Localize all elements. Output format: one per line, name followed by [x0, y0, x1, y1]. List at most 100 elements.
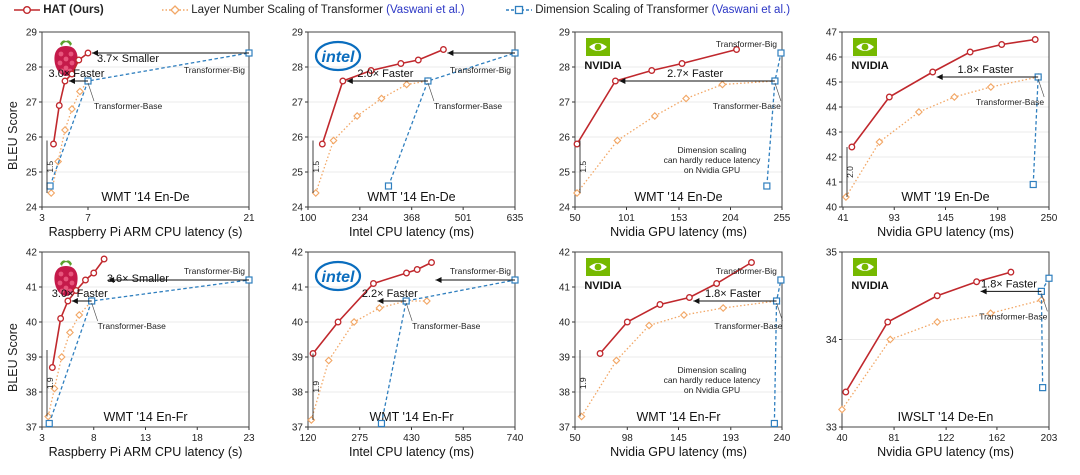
plot-frame [307, 251, 516, 428]
x-tick-label: 162 [989, 433, 1006, 444]
layer-point [375, 304, 384, 312]
layer-point [57, 353, 66, 361]
layer-point [838, 405, 846, 414]
raspberry-seed [63, 276, 69, 282]
hat-point [748, 259, 755, 266]
y-tick-label: 35 [826, 248, 838, 259]
label-leader [87, 82, 95, 102]
hat-point [61, 77, 69, 85]
nvidia-pupil [594, 263, 602, 271]
series-line-square [766, 52, 782, 187]
gain-label: 2.0 [845, 166, 855, 178]
layer-point [402, 80, 411, 89]
layer-point [573, 189, 581, 197]
layer-point [422, 297, 431, 305]
raspberry-seed [58, 271, 64, 277]
hat-point [884, 318, 892, 326]
layer-point [377, 94, 386, 103]
y-tick-label: 41 [292, 283, 304, 294]
chart-title: WMT '14 En-De [367, 190, 455, 204]
y-tick-label: 41 [26, 283, 38, 294]
transformer-big-label: Transformer-Big [716, 39, 777, 49]
arrow-head [435, 277, 442, 283]
raspberry-seed [57, 60, 63, 66]
y-tick-label: 46 [826, 53, 838, 64]
series-line-diamond [841, 299, 1042, 410]
plot-frame [307, 31, 516, 208]
hat-point [367, 67, 375, 74]
label-leader [405, 302, 413, 322]
x-tick-label: 41 [837, 213, 849, 224]
nvidia-wordmark: NVIDIA [584, 280, 621, 292]
nvidia-wordmark: NVIDIA [584, 60, 621, 72]
y-tick-label: 42 [292, 248, 304, 259]
speedup-label: 2.2× Faster [362, 288, 418, 300]
gpu-note-line: Dimension scaling [678, 145, 747, 155]
hat-point [648, 67, 656, 74]
nvidia-pupil [861, 263, 869, 271]
y-tick-label: 40 [559, 318, 571, 329]
layer-point [682, 94, 691, 103]
y-tick-label: 39 [292, 353, 304, 364]
nvidia-wordmark: NVIDIA [851, 280, 888, 292]
x-axis-label: Raspberry Pi ARM CPU latency (s) [49, 445, 243, 459]
x-tick-label: 153 [671, 213, 688, 224]
intel-wordmark: intel [322, 269, 355, 286]
series-line-diamond [845, 76, 1039, 198]
hat-point [414, 56, 422, 64]
hat-point [929, 68, 937, 76]
layer-point [75, 311, 84, 319]
x-tick-label: 203 [1041, 433, 1058, 444]
speedup-label: 1.8× Faster [705, 288, 761, 300]
series-line-square [49, 52, 250, 187]
hat-point [48, 364, 56, 371]
x-axis-label: Nvidia GPU latency (ms) [610, 445, 747, 459]
layer-point [353, 112, 362, 120]
hat-point [623, 318, 631, 326]
hat-point [90, 269, 98, 277]
label-leader [774, 82, 782, 102]
y-tick-label: 44 [826, 103, 838, 114]
transformer-base-label: Transformer-Base [98, 321, 166, 331]
layer-point [841, 193, 850, 201]
legend-layer-label: Layer Number Scaling of Transformer [191, 4, 383, 17]
x-axis-label: Nvidia GPU latency (ms) [610, 225, 747, 239]
y-tick-label: 38 [559, 388, 571, 399]
x-tick-label: 240 [774, 433, 791, 444]
layer-point [311, 189, 320, 197]
x-tick-label: 101 [618, 213, 635, 224]
plot-frame [41, 251, 250, 428]
transformer-base-label: Transformer-Base [434, 101, 502, 111]
x-axis-label: Intel CPU latency (ms) [349, 445, 474, 459]
legend-layer-citation: (Vaswani et al.) [386, 4, 465, 17]
gain-label: 1.5 [45, 161, 55, 173]
layer-point [61, 126, 69, 134]
series-line-diamond [310, 300, 427, 421]
layer-point [875, 138, 884, 146]
layer-point [75, 87, 84, 96]
hat-point [685, 294, 693, 301]
y-tick-label: 40 [826, 203, 838, 214]
y-tick-label: 41 [826, 178, 838, 189]
x-tick-label: 368 [403, 213, 420, 224]
x-tick-label: 50 [569, 213, 581, 224]
y-tick-label: 29 [292, 28, 304, 39]
hat-point [678, 60, 686, 67]
hat-point [57, 315, 65, 322]
arrow-head [619, 78, 626, 84]
chart-panel-6: intel 120 275 430 585 740 37 38 39 40 41 42 Intel CP… [292, 248, 524, 460]
plot-frame [841, 251, 1050, 428]
dim-point [384, 182, 393, 190]
intel-swoosh [314, 260, 362, 292]
transformer-base-label: Transformer-Base [714, 321, 782, 331]
x-tick-label: 98 [622, 433, 634, 444]
hat-point [428, 259, 435, 266]
x-tick-label: 198 [989, 213, 1006, 224]
y-tick-label: 37 [559, 423, 571, 434]
hat-point [842, 388, 850, 396]
x-tick-label: 120 [300, 433, 317, 444]
hat-point [1031, 36, 1039, 43]
y-tick-label: 27 [26, 98, 38, 109]
raspberry-seed [57, 280, 63, 286]
raspberry-seed [59, 68, 65, 74]
